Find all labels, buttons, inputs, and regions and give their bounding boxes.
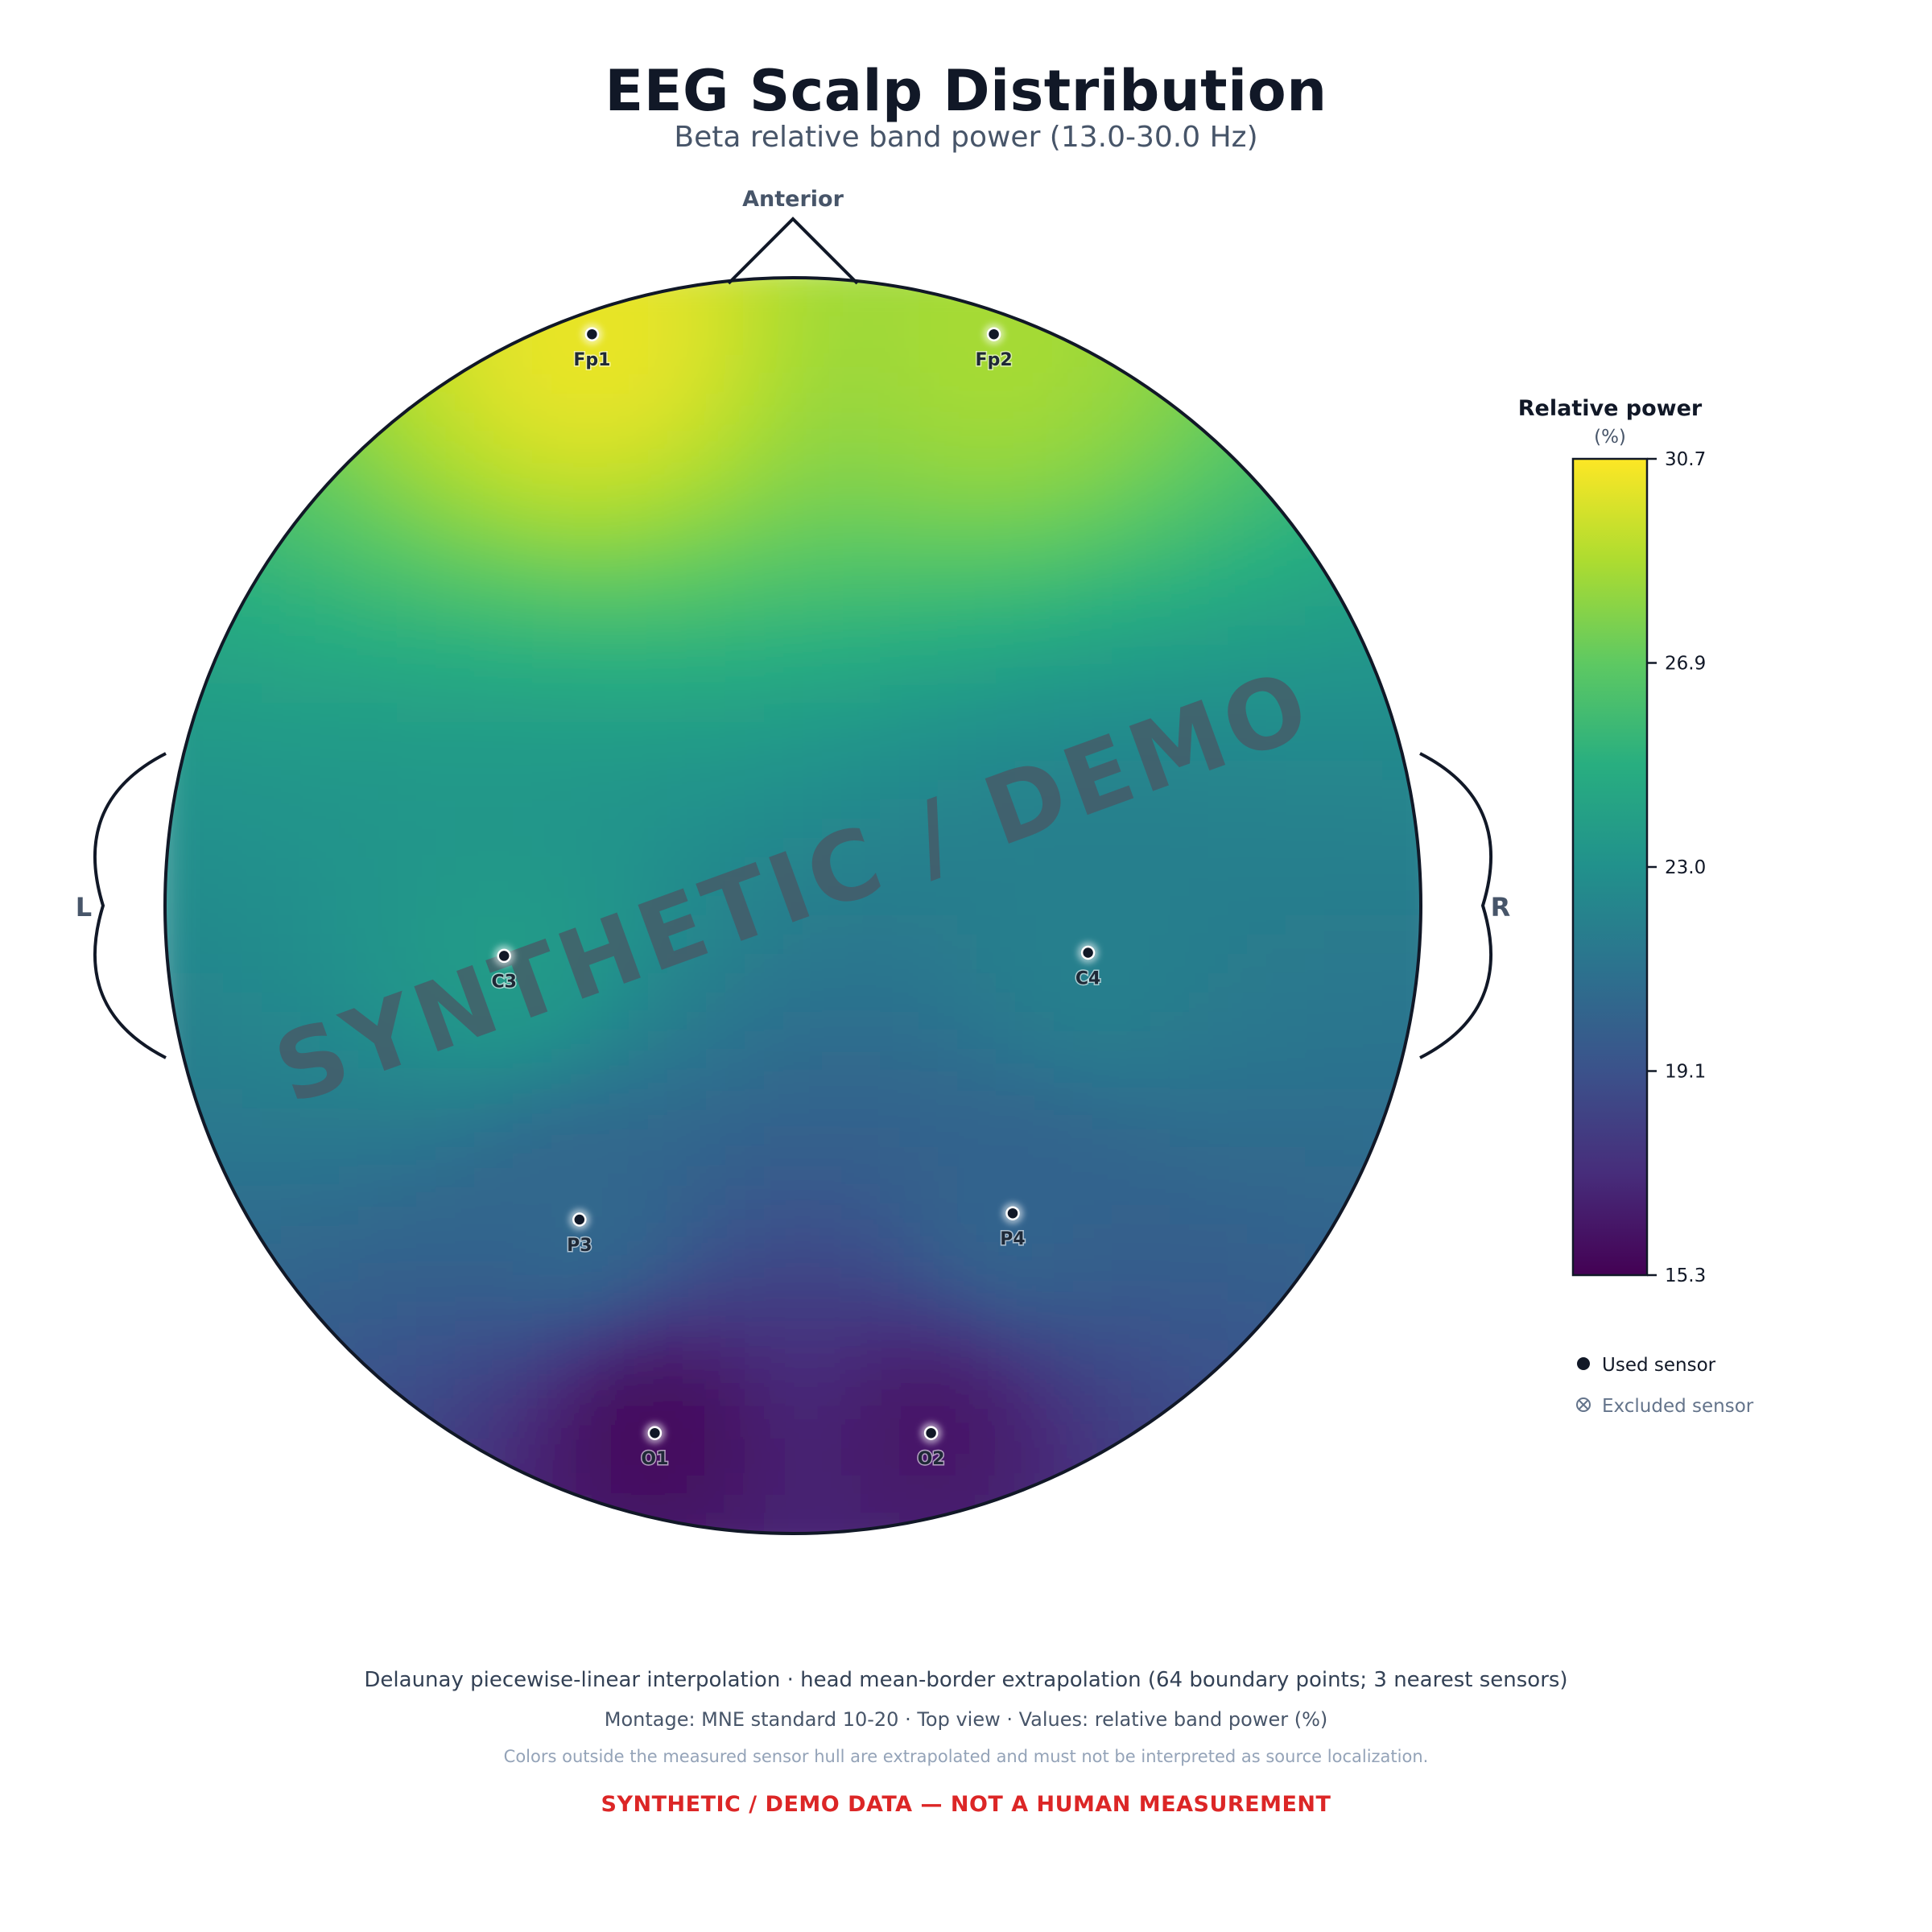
sensor-label-c4: C4 [1075,969,1100,989]
sensor-label-fp2: Fp2 [976,350,1013,370]
sensor-o1[interactable]: O1 [640,1422,670,1471]
sensor-marker-fp2[interactable] [986,327,1001,341]
sensor-marker-o2[interactable] [923,1426,939,1440]
anterior-label: Anterior [742,187,844,212]
sensor-label-p4: P4 [1000,1229,1025,1249]
colorbar-tick-label: 23.0 [1665,857,1706,878]
footer-montage: Montage: MNE standard 10-20 · Top view ·… [604,1708,1328,1731]
sensor-marker-p4[interactable] [1005,1206,1020,1220]
sensor-marker-c3[interactable] [497,948,511,964]
chart-subtitle: Beta relative band power (13.0-30.0 Hz) [674,121,1258,154]
colorbar-tick-label: 26.9 [1665,654,1706,675]
footer-method: Delaunay piecewise-linear interpolation … [364,1668,1568,1692]
right-label: R [1491,892,1511,923]
colorbar-tick-label: 30.7 [1665,449,1706,470]
sensor-o2[interactable]: O2 [916,1422,946,1471]
left-label: L [76,892,92,923]
chart-title: EEG Scalp Distribution [605,58,1327,124]
used-sensor-marker [1577,1357,1590,1370]
sensor-marker-p3[interactable] [572,1212,587,1227]
nose-marker [727,217,859,285]
colorbar [1571,457,1649,1277]
sensor-label-o2: O2 [918,1449,945,1469]
sensor-c3[interactable]: C3 [490,945,518,993]
colorbar-ticks: 30.7 26.9 23.0 19.1 15.3 [1647,449,1706,1286]
colorbar-title: Relative power [1518,396,1703,421]
legend-used: Used sensor [1602,1355,1716,1376]
sensor-p4[interactable]: P4 [999,1203,1026,1251]
sensor-fp1[interactable]: Fp1 [572,324,612,372]
colorbar-tick-label: 19.1 [1665,1062,1706,1083]
sensor-fp2[interactable]: Fp2 [974,324,1013,372]
sensor-marker-o1[interactable] [647,1426,663,1440]
sensor-marker-fp1[interactable] [584,327,600,341]
sensor-c4[interactable]: C4 [1074,942,1102,990]
sensor-layer: Fp1 Fp2 C3 C4 P3 P4 O1 O2 [490,324,1102,1471]
footer-disclaimer: Colors outside the measured sensor hull … [503,1747,1429,1766]
sensor-label-o1: O1 [641,1449,668,1469]
sensor-p3[interactable]: P3 [566,1209,593,1257]
excluded-sensor-marker [1576,1397,1591,1412]
head-outline [163,276,1422,1535]
colorbar-unit: (%) [1594,427,1626,448]
sensor-label-p3: P3 [567,1236,592,1256]
sensor-marker-c4[interactable] [1080,945,1096,960]
colorbar-tick-label: 15.3 [1665,1265,1706,1286]
legend-excluded: Excluded sensor [1602,1396,1754,1417]
sensor-label-c3: C3 [491,972,516,992]
footer-warning: SYNTHETIC / DEMO DATA — NOT A HUMAN MEAS… [601,1792,1331,1817]
right-ear [1419,752,1493,1059]
sensor-label-fp1: Fp1 [573,350,610,370]
left-ear [93,752,167,1059]
